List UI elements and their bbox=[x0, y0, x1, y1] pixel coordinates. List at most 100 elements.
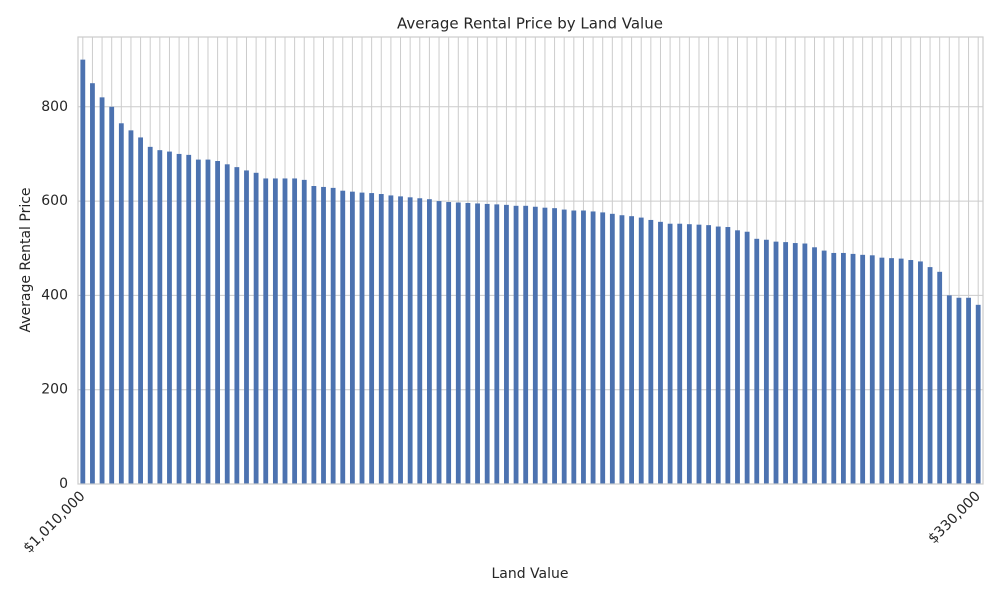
bar bbox=[648, 219, 654, 484]
y-axis-label: Average Rental Price bbox=[18, 187, 34, 332]
bar bbox=[465, 202, 471, 485]
bar bbox=[956, 297, 962, 484]
x-tick-label: $330,000 bbox=[925, 488, 984, 547]
bar bbox=[340, 190, 346, 484]
bar bbox=[802, 243, 808, 484]
bar bbox=[369, 193, 375, 484]
bar bbox=[812, 247, 817, 484]
bar bbox=[966, 297, 971, 484]
bar bbox=[773, 241, 779, 484]
bar bbox=[147, 146, 153, 484]
y-tick-label: 400 bbox=[41, 287, 68, 303]
bar bbox=[937, 271, 943, 484]
bar bbox=[908, 260, 914, 484]
bar bbox=[927, 267, 933, 484]
bar bbox=[696, 224, 702, 484]
bar bbox=[946, 295, 952, 484]
bar bbox=[725, 227, 731, 484]
bar bbox=[446, 202, 452, 484]
bar bbox=[417, 198, 423, 484]
bar bbox=[398, 196, 403, 484]
bar bbox=[542, 207, 548, 484]
bar bbox=[735, 230, 740, 484]
bar bbox=[455, 202, 461, 484]
bar bbox=[311, 186, 317, 484]
bar bbox=[581, 210, 586, 484]
bar bbox=[600, 212, 606, 484]
y-tick-label: 200 bbox=[41, 382, 68, 398]
bar bbox=[176, 153, 182, 484]
bar bbox=[186, 154, 192, 484]
bar bbox=[407, 197, 413, 484]
bar bbox=[831, 252, 837, 484]
bar bbox=[138, 137, 143, 485]
bar bbox=[590, 211, 596, 484]
bar bbox=[840, 252, 846, 484]
bar bbox=[504, 204, 509, 484]
bar bbox=[475, 203, 480, 484]
bar bbox=[879, 257, 885, 484]
bar bbox=[436, 201, 442, 484]
bar bbox=[783, 242, 789, 484]
bar bbox=[90, 83, 95, 484]
bar bbox=[484, 203, 490, 484]
bar bbox=[215, 161, 221, 484]
bar bbox=[109, 106, 115, 484]
bar bbox=[234, 167, 240, 485]
chart-title: Average Rental Price by Land Value bbox=[397, 15, 663, 33]
bar bbox=[494, 204, 500, 485]
bar bbox=[860, 254, 866, 484]
bar bbox=[869, 255, 875, 484]
bar bbox=[552, 208, 557, 485]
bar bbox=[638, 217, 644, 484]
bar bbox=[889, 258, 894, 484]
bar bbox=[532, 206, 538, 485]
bar bbox=[244, 170, 249, 484]
bar bbox=[715, 226, 721, 484]
bar bbox=[118, 123, 124, 485]
bar bbox=[349, 191, 355, 484]
bar bbox=[706, 225, 712, 484]
bar bbox=[80, 59, 86, 485]
bar bbox=[561, 209, 567, 485]
bar bbox=[330, 187, 336, 484]
y-tick-label: 600 bbox=[41, 193, 68, 209]
bar bbox=[99, 97, 105, 484]
bar bbox=[918, 261, 923, 484]
x-axis-label: Land Value bbox=[491, 566, 568, 582]
bar bbox=[686, 224, 692, 484]
bar bbox=[821, 250, 827, 484]
bar bbox=[754, 238, 760, 484]
bar bbox=[195, 159, 201, 484]
plot-frame bbox=[77, 36, 984, 485]
bar bbox=[301, 179, 307, 485]
bar bbox=[658, 221, 663, 484]
bar bbox=[609, 213, 615, 484]
y-tick-label: 0 bbox=[59, 476, 68, 492]
bar bbox=[272, 178, 278, 485]
bar bbox=[744, 231, 750, 484]
x-tick-label: $1,010,000 bbox=[20, 488, 88, 556]
bar bbox=[667, 223, 673, 485]
bar bbox=[321, 186, 326, 484]
bar bbox=[850, 253, 856, 484]
bar bbox=[677, 223, 683, 485]
bar bbox=[571, 210, 577, 484]
bar bbox=[167, 151, 172, 485]
bar bbox=[253, 172, 259, 484]
bar bbox=[427, 199, 432, 485]
bar bbox=[513, 205, 519, 484]
bar bbox=[157, 150, 163, 484]
bar bbox=[224, 164, 230, 484]
bar bbox=[523, 205, 529, 484]
bar bbox=[792, 243, 798, 484]
bar bbox=[128, 130, 134, 484]
bar bbox=[975, 304, 981, 484]
bar bbox=[359, 192, 365, 485]
bar bbox=[629, 216, 634, 484]
bar bbox=[282, 178, 288, 485]
bar bbox=[898, 258, 904, 484]
bar bbox=[388, 195, 394, 485]
bar bbox=[205, 159, 211, 484]
